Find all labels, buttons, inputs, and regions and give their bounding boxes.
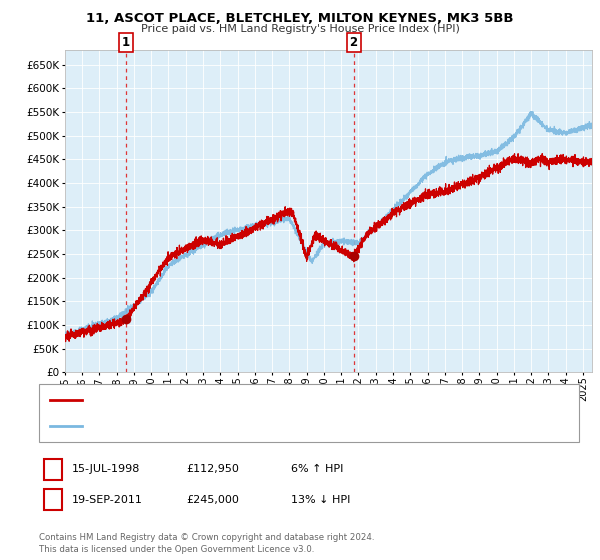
Text: £245,000: £245,000 bbox=[186, 494, 239, 505]
Text: 2: 2 bbox=[49, 493, 57, 506]
Text: 15-JUL-1998: 15-JUL-1998 bbox=[72, 464, 140, 474]
Text: 19-SEP-2011: 19-SEP-2011 bbox=[72, 494, 143, 505]
Text: 1: 1 bbox=[122, 36, 130, 49]
Text: Contains HM Land Registry data © Crown copyright and database right 2024.
This d: Contains HM Land Registry data © Crown c… bbox=[39, 533, 374, 554]
Text: £112,950: £112,950 bbox=[186, 464, 239, 474]
Text: 11, ASCOT PLACE, BLETCHLEY, MILTON KEYNES, MK3 5BB: 11, ASCOT PLACE, BLETCHLEY, MILTON KEYNE… bbox=[86, 12, 514, 25]
Text: 13% ↓ HPI: 13% ↓ HPI bbox=[291, 494, 350, 505]
Text: 1: 1 bbox=[49, 463, 57, 476]
Text: HPI: Average price, detached house, Milton Keynes: HPI: Average price, detached house, Milt… bbox=[86, 421, 335, 431]
Text: 2: 2 bbox=[350, 36, 358, 49]
Text: 6% ↑ HPI: 6% ↑ HPI bbox=[291, 464, 343, 474]
Text: 11, ASCOT PLACE, BLETCHLEY, MILTON KEYNES, MK3 5BB (detached house): 11, ASCOT PLACE, BLETCHLEY, MILTON KEYNE… bbox=[86, 395, 456, 405]
Text: Price paid vs. HM Land Registry's House Price Index (HPI): Price paid vs. HM Land Registry's House … bbox=[140, 24, 460, 34]
